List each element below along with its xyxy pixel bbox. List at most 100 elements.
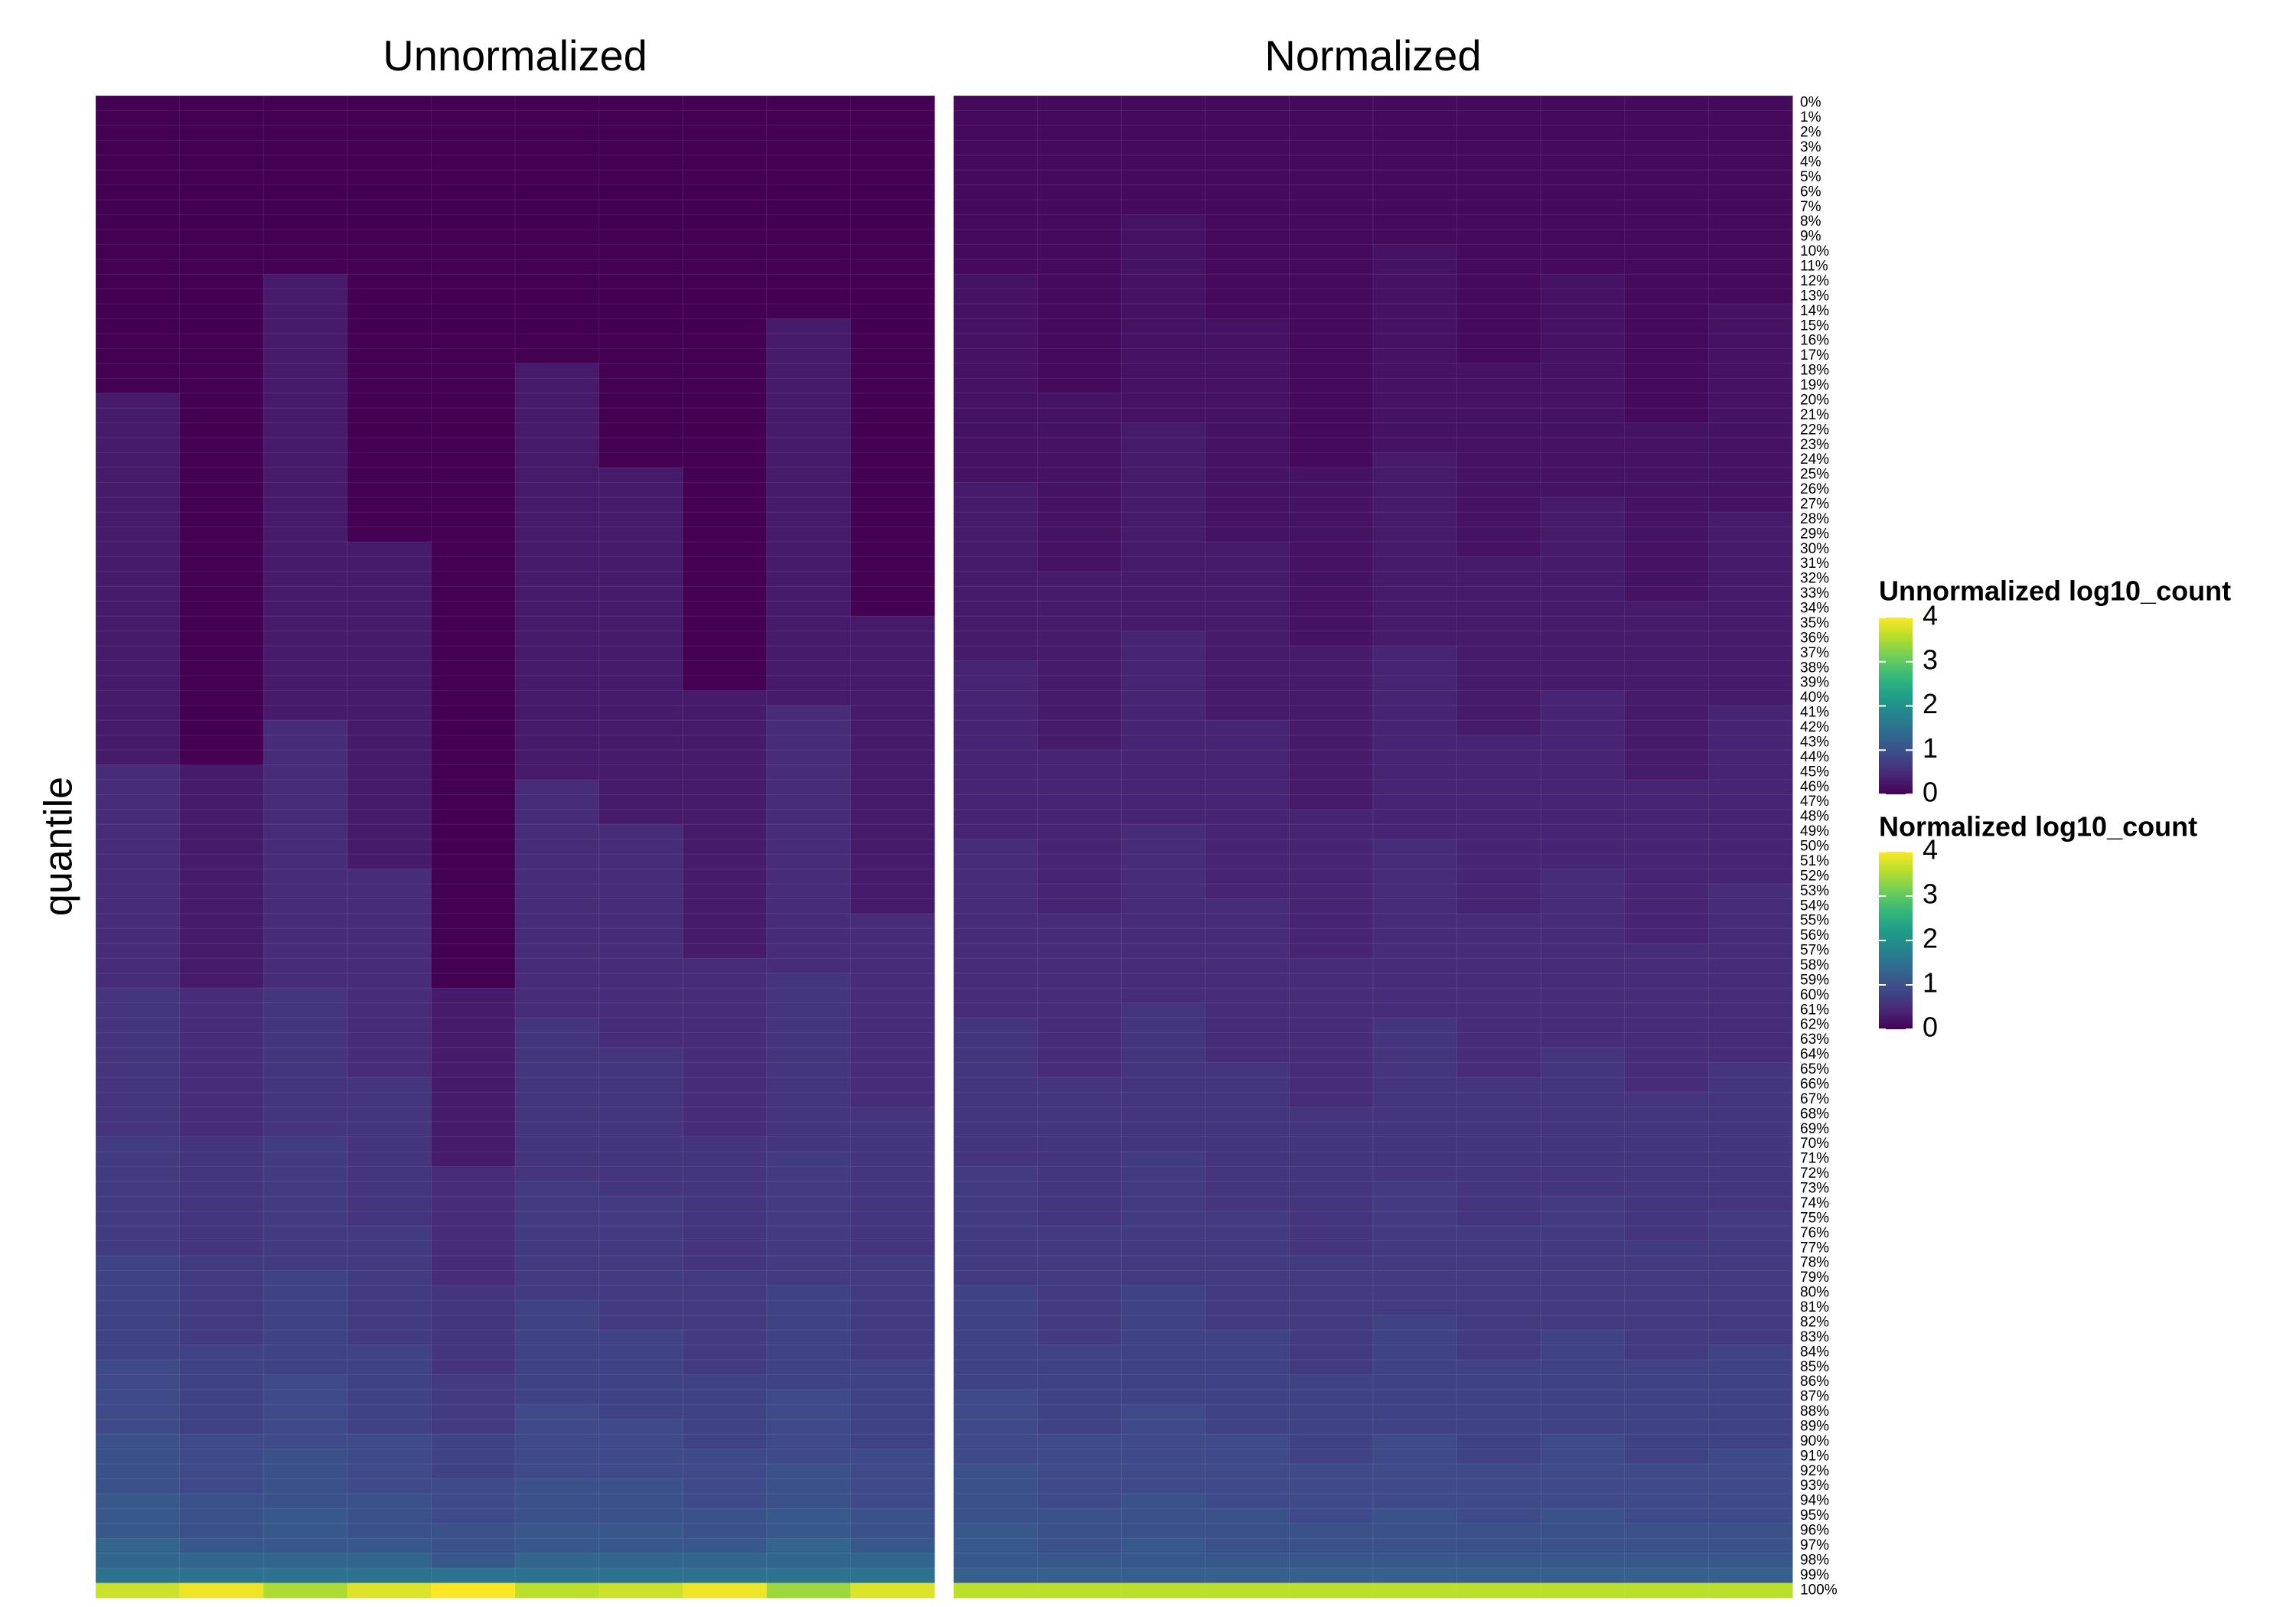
heatmap-cell [263, 169, 348, 186]
heatmap-cell [1120, 541, 1206, 558]
heatmap-cell [179, 779, 265, 796]
heatmap-cell [1540, 497, 1626, 513]
heatmap-cell [430, 511, 517, 528]
heatmap-cell [1288, 1240, 1375, 1257]
heatmap-cell [1456, 541, 1542, 558]
heatmap-cell [1540, 109, 1626, 126]
heatmap-cell [263, 95, 348, 112]
heatmap-cell [1372, 823, 1458, 840]
heatmap-cell [598, 823, 684, 840]
heatmap-cell [682, 585, 768, 602]
heatmap-cell [1624, 1181, 1710, 1198]
heatmap-cell [598, 169, 684, 186]
heatmap-cell [682, 1002, 768, 1019]
heatmap-cell [1624, 95, 1710, 112]
heatmap-cell [263, 1478, 348, 1495]
heatmap-cell [263, 1285, 348, 1302]
heatmap-cell [514, 481, 600, 498]
heatmap-cell [1540, 1077, 1626, 1094]
heatmap-cell [514, 719, 600, 736]
heatmap-cell [1456, 437, 1542, 454]
heatmap-cell [430, 1523, 517, 1540]
heatmap-cell [953, 169, 1039, 186]
heatmap-cell [263, 526, 348, 543]
heatmap-cell [1540, 1374, 1626, 1390]
heatmap-cell [1540, 1583, 1626, 1599]
heatmap-cell [430, 393, 517, 409]
heatmap-cell [598, 109, 684, 126]
heatmap-cell [1120, 735, 1206, 751]
heatmap-cell [598, 139, 684, 156]
heatmap-cell [953, 1359, 1039, 1376]
heatmap-cell [1456, 1181, 1542, 1198]
heatmap-cell [1120, 467, 1206, 484]
heatmap-cell [263, 125, 348, 142]
heatmap-cell [1372, 1359, 1458, 1376]
y-tick-label: 34% [1800, 601, 1829, 617]
heatmap-cell [430, 1165, 517, 1182]
colorbar-tick-label: 3 [1923, 644, 1938, 675]
heatmap-cell [1624, 794, 1710, 810]
heatmap-cell [179, 764, 265, 781]
y-tick-label: 43% [1800, 734, 1829, 750]
heatmap-cell [430, 601, 517, 618]
heatmap-cell [514, 1508, 600, 1524]
heatmap-cell [1288, 214, 1375, 230]
heatmap-cell [766, 1285, 852, 1302]
y-tick-label: 60% [1800, 987, 1829, 1003]
heatmap-cell [1288, 125, 1375, 142]
heatmap-cell [1624, 853, 1710, 870]
heatmap-cell [1205, 259, 1290, 275]
heatmap-cell [766, 214, 852, 230]
heatmap-cell [347, 1493, 432, 1510]
heatmap-cell [953, 1121, 1039, 1138]
heatmap-cell [347, 1553, 432, 1570]
heatmap-cell [95, 422, 181, 439]
heatmap-cell [430, 1270, 517, 1286]
heatmap-cell [1120, 259, 1206, 275]
heatmap-cell [1707, 571, 1793, 588]
heatmap-cell [1624, 1419, 1710, 1436]
heatmap-cell [95, 125, 181, 142]
heatmap-cell [682, 318, 768, 334]
heatmap-cell [682, 1195, 768, 1212]
heatmap-cell [953, 184, 1039, 201]
heatmap-cell [850, 645, 936, 662]
heatmap-cell [766, 645, 852, 662]
heatmap-cell [430, 585, 517, 602]
heatmap-cell [1037, 853, 1123, 870]
heatmap-cell [1456, 1225, 1542, 1242]
heatmap-cell [1205, 1047, 1290, 1064]
heatmap-cell [1372, 764, 1458, 781]
heatmap-cell [1037, 1374, 1123, 1390]
y-tick-label: 97% [1800, 1537, 1829, 1553]
heatmap-cell [1205, 481, 1290, 498]
heatmap-cell [1120, 1165, 1206, 1182]
heatmap-cell [682, 184, 768, 201]
heatmap-cell [1372, 1553, 1458, 1570]
heatmap-cell [347, 451, 432, 468]
heatmap-cell [1037, 571, 1123, 588]
heatmap-cell [1540, 675, 1626, 692]
heatmap-cell [1624, 393, 1710, 409]
heatmap-cell [263, 288, 348, 305]
heatmap-cell [179, 259, 265, 275]
y-tick-label: 61% [1800, 1002, 1829, 1018]
heatmap-cell [1037, 719, 1123, 736]
heatmap-cell [1624, 735, 1710, 751]
heatmap-cell [1456, 1017, 1542, 1034]
heatmap-cell [953, 1433, 1039, 1450]
heatmap-cell [766, 467, 852, 484]
heatmap-cell [347, 511, 432, 528]
y-tick-label: 55% [1800, 913, 1829, 929]
heatmap-cell [1456, 139, 1542, 156]
heatmap-cell [1205, 422, 1290, 439]
heatmap-cell [1624, 1047, 1710, 1064]
heatmap-cell [95, 869, 181, 885]
heatmap-cell [1205, 377, 1290, 394]
heatmap-cell [1120, 288, 1206, 305]
heatmap-cell [953, 377, 1039, 394]
heatmap-cell [1372, 1136, 1458, 1152]
heatmap-cell [430, 526, 517, 543]
heatmap-cell [179, 347, 265, 364]
